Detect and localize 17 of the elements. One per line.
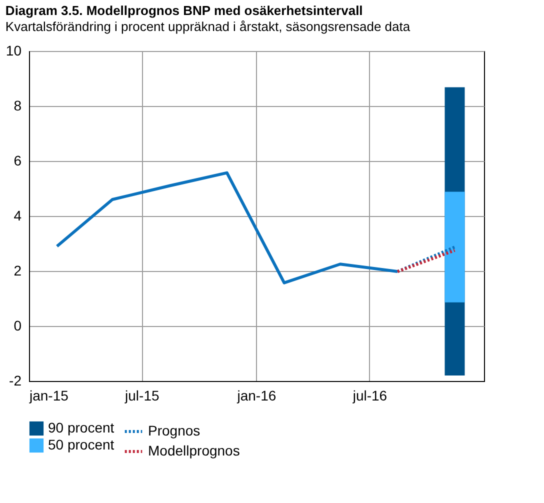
y-tick-label: 6	[14, 152, 22, 168]
legend-label: 90 procent	[48, 420, 114, 436]
x-tick-label: jan-15	[28, 388, 69, 404]
y-tick-label: 2	[14, 262, 22, 278]
legend-label: Modellprognos	[148, 442, 240, 458]
y-tick-label: -2	[9, 372, 22, 388]
x-tick-label: jan-16	[236, 388, 276, 404]
x-tick-label: jul-15	[124, 388, 160, 404]
y-tick-label: 0	[14, 318, 22, 334]
y-tick-label: 4	[14, 208, 22, 224]
y-tick-label: 8	[14, 98, 22, 114]
legend-label: 50 procent	[48, 436, 114, 452]
legend-label: Prognos	[148, 422, 200, 438]
y-tick-label: 10	[6, 42, 22, 58]
x-tick-label: jul-16	[352, 388, 388, 404]
chart-subtitle: Kvartalsförändring i procent uppräknad i årstakt, säsongsrensade data	[5, 19, 411, 34]
chart-title: Diagram 3.5. Modellprognos BNP med osäkerhetsintervall	[5, 3, 363, 18]
